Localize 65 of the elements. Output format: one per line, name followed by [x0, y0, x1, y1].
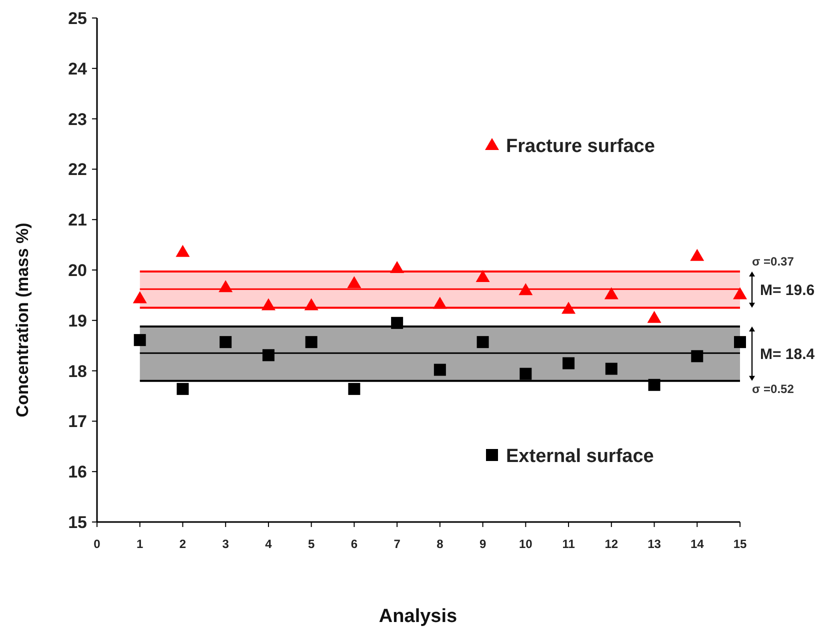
x-axis-title: Analysis: [378, 606, 458, 627]
y-axis-title: Concentration (mass %): [13, 222, 32, 418]
point: [305, 336, 318, 348]
point: [390, 260, 404, 273]
y-tick-label: 21: [68, 210, 87, 230]
x-tick-label: 13: [648, 537, 662, 551]
x-tick-label: 4: [265, 537, 272, 551]
x-tick-label: 12: [604, 537, 618, 551]
point: [304, 298, 318, 310]
x-tick-label: 2: [179, 537, 186, 551]
point: [434, 364, 446, 376]
point: [432, 296, 447, 309]
point: [391, 316, 404, 329]
point: [520, 368, 532, 380]
legend-label: External surface: [506, 446, 654, 467]
x-tick-label: 15: [733, 537, 747, 551]
point: [176, 244, 190, 257]
point: [476, 336, 489, 348]
x-tick-label: 10: [518, 537, 533, 551]
y-tick-label: 23: [68, 110, 87, 129]
point: [647, 310, 662, 323]
x-tick-label: 1: [136, 537, 144, 551]
point: [648, 378, 660, 391]
point: [604, 287, 618, 300]
x-tick-label: 0: [94, 537, 101, 551]
legend-label: Fracture surface: [506, 136, 655, 157]
x-tick-label: 14: [690, 537, 704, 551]
point: [220, 336, 232, 348]
band-label: σ =0.37: [752, 254, 794, 269]
y-tick-label: 24: [68, 59, 88, 78]
x-tick-label: 6: [350, 537, 358, 551]
x-tick-label: 5: [308, 537, 315, 551]
point: [690, 248, 704, 261]
y-tick-label: 19: [68, 311, 87, 330]
y-tick-label: 16: [68, 462, 87, 482]
ref-line-label: M= 19.6: [760, 282, 815, 300]
point: [734, 336, 746, 348]
point: [176, 382, 189, 395]
point: [134, 334, 146, 346]
point: [691, 350, 704, 362]
x-tick-label: 11: [562, 537, 576, 551]
y-tick-label: 17: [68, 412, 87, 432]
x-tick-label: 9: [479, 537, 486, 551]
point: [347, 276, 362, 288]
ref-line-label: M= 18.4: [760, 346, 816, 364]
band-label: σ =0.52: [752, 382, 794, 396]
point: [261, 298, 276, 310]
point: [348, 382, 360, 395]
y-tick-label: 25: [68, 9, 87, 28]
point: [562, 357, 575, 370]
y-tick-label: 20: [68, 261, 87, 280]
point: [132, 291, 147, 304]
point: [733, 287, 747, 300]
point: [518, 283, 533, 296]
y-tick-label: 18: [68, 362, 87, 381]
x-tick-label: 8: [436, 537, 444, 551]
point: [562, 302, 576, 314]
point: [218, 280, 233, 292]
point: [476, 270, 490, 282]
y-tick-label: 15: [68, 513, 87, 532]
x-tick-label: 7: [394, 537, 401, 551]
point: [262, 349, 274, 362]
x-tick-label: 3: [222, 537, 230, 551]
y-tick-label: 22: [68, 160, 87, 180]
point: [605, 362, 618, 375]
